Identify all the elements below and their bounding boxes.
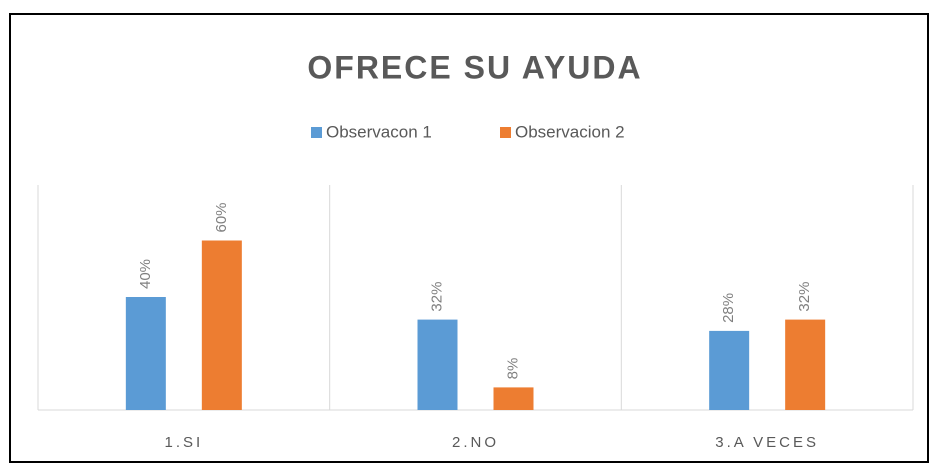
bar xyxy=(417,319,458,410)
legend-swatch xyxy=(500,127,511,138)
bar xyxy=(201,240,242,410)
legend-label: Observacon 1 xyxy=(326,122,432,141)
x-tick-label: 3.A VECES xyxy=(715,434,819,451)
data-label: 32% xyxy=(428,282,445,312)
data-label: 40% xyxy=(137,259,154,289)
bar xyxy=(125,297,166,410)
chart-title: OFRECE SU AYUDA xyxy=(307,49,642,85)
data-label: 32% xyxy=(796,282,813,312)
legend-label: Observacion 2 xyxy=(515,122,625,141)
bar xyxy=(709,330,750,410)
data-label: 60% xyxy=(213,202,230,232)
x-tick-label: 2.NO xyxy=(452,434,499,451)
bar xyxy=(785,319,826,410)
bar xyxy=(493,387,534,410)
data-label: 8% xyxy=(504,358,521,380)
data-label: 28% xyxy=(720,293,737,323)
x-tick-label: 1.SI xyxy=(164,434,203,451)
legend-swatch xyxy=(311,127,322,138)
